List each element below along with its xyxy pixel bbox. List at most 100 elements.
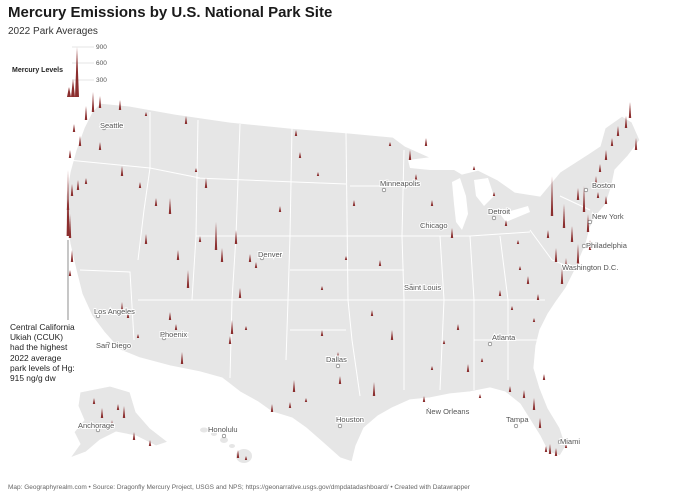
mercury-spike xyxy=(388,142,392,146)
city-label-minneapolis: Minneapolis xyxy=(380,179,420,188)
mercury-spikes xyxy=(66,92,638,460)
mercury-spike xyxy=(84,178,88,184)
mercury-spike xyxy=(548,444,552,454)
city-label-san-diego: San Diego xyxy=(96,341,131,350)
city-label-los-angeles: Los Angeles xyxy=(94,307,135,316)
city-label-honolulu: Honolulu xyxy=(208,425,238,434)
mercury-spike xyxy=(472,166,476,170)
city-label-washington-dc: Washington D.C. xyxy=(562,263,618,272)
mercury-spike xyxy=(430,366,434,370)
mercury-spike xyxy=(560,268,564,284)
mercury-spike xyxy=(522,390,526,398)
mercury-spike xyxy=(118,100,122,110)
mercury-spike xyxy=(504,220,508,226)
city-label-dallas: Dallas xyxy=(326,355,347,364)
lake-superior xyxy=(408,156,462,170)
mercury-spike xyxy=(98,96,102,108)
mercury-spike xyxy=(316,172,320,176)
mercury-spike xyxy=(498,290,502,296)
mercury-spike xyxy=(492,192,496,196)
mercury-spike xyxy=(198,236,202,242)
mercury-spike xyxy=(594,176,598,186)
mercury-spike xyxy=(248,254,252,262)
mercury-spike xyxy=(576,244,580,264)
mercury-spike xyxy=(144,234,148,244)
mercury-spike xyxy=(120,166,124,176)
mercury-spike xyxy=(430,200,434,206)
mercury-spike xyxy=(270,404,274,412)
city-label-boston: Boston xyxy=(592,181,615,190)
mercury-spike xyxy=(598,164,602,172)
mercury-spike-ccuk xyxy=(66,170,70,236)
mercury-spike xyxy=(84,106,88,120)
mercury-spike xyxy=(422,396,426,402)
mercury-spike xyxy=(352,200,356,206)
mercury-spike xyxy=(154,198,158,206)
mercury-spike xyxy=(132,432,136,440)
mercury-spike xyxy=(628,102,632,118)
mercury-spike xyxy=(126,312,130,318)
city-label-tampa: Tampa xyxy=(506,415,529,424)
city-label-denver: Denver xyxy=(258,250,283,259)
mercury-spike xyxy=(194,168,198,172)
annotation-text: Central California Ukiah (CCUK) had the … xyxy=(10,322,75,384)
mercury-spike xyxy=(588,240,592,250)
mercury-spike xyxy=(168,312,172,320)
mercury-spike xyxy=(596,192,600,198)
mercury-spike xyxy=(76,180,80,190)
city-label-chicago: Chicago xyxy=(420,221,448,230)
mercury-spike xyxy=(254,262,258,268)
mercury-spike xyxy=(204,178,208,188)
legend-spike-small xyxy=(67,87,71,97)
mercury-spike xyxy=(544,446,548,452)
mercury-spike xyxy=(562,204,566,228)
mercury-spike xyxy=(278,206,282,212)
mercury-spike xyxy=(230,320,234,334)
mercury-spike xyxy=(98,142,102,150)
mercury-spike xyxy=(372,382,376,396)
mercury-spike xyxy=(244,456,248,460)
mercury-spike xyxy=(100,408,104,418)
mercury-spike xyxy=(168,198,172,214)
mercury-spike xyxy=(174,324,178,330)
mercury-spike xyxy=(480,358,484,362)
mercury-spike xyxy=(214,222,218,250)
mercury-spike xyxy=(456,324,460,330)
mercury-spike xyxy=(466,364,470,372)
mercury-spike xyxy=(320,286,324,290)
lake-erie xyxy=(500,206,530,222)
mercury-spike xyxy=(604,150,608,160)
city-label-houston: Houston xyxy=(336,415,364,424)
mercury-spike xyxy=(186,270,190,288)
mercury-spike xyxy=(344,256,348,260)
lake-huron xyxy=(474,178,494,206)
mercury-spike xyxy=(68,214,72,238)
mercury-spike xyxy=(176,250,180,260)
city-label-new-york: New York xyxy=(592,212,624,221)
mercury-spike xyxy=(378,260,382,266)
mercury-spike xyxy=(516,240,520,244)
contiguous-us-land xyxy=(65,102,641,463)
mercury-spike xyxy=(228,336,232,344)
mercury-spike xyxy=(120,302,124,312)
city-label-miami: Miami xyxy=(560,437,580,446)
mercury-spike xyxy=(526,276,530,284)
city-label-phoenix: Phoenix xyxy=(160,330,187,339)
mercury-spike xyxy=(148,440,152,446)
mercury-spike xyxy=(304,398,308,402)
mercury-spike xyxy=(624,116,628,128)
mercury-spike xyxy=(78,136,82,146)
mercury-spike xyxy=(518,266,522,270)
mercury-spike xyxy=(234,230,238,244)
mercury-spike xyxy=(616,126,620,136)
mercury-spike xyxy=(554,448,558,456)
mercury-spike xyxy=(236,450,240,458)
mercury-spike xyxy=(554,248,558,262)
mercury-spike xyxy=(288,402,292,408)
mercury-spike xyxy=(550,176,554,216)
mercury-spike xyxy=(136,334,140,338)
legend-spike-large xyxy=(75,47,79,97)
mercury-spike xyxy=(582,186,586,212)
city-dots xyxy=(95,125,593,445)
mercury-spike xyxy=(370,310,374,316)
